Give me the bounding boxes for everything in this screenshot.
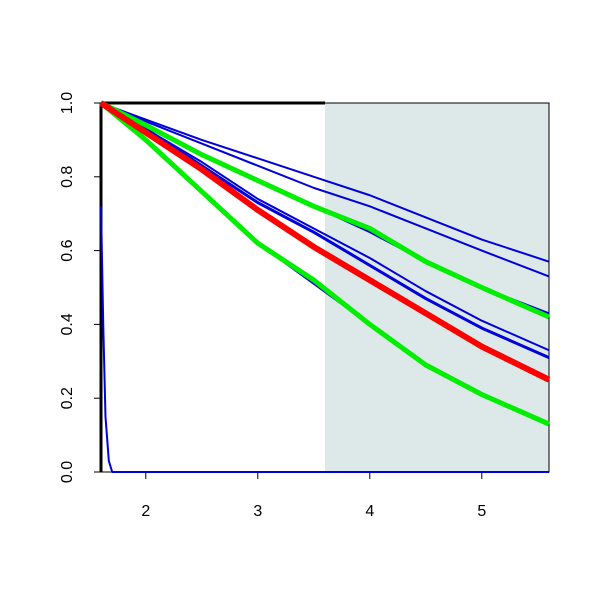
series-line [99,100,551,320]
series-line [99,100,551,383]
series-line [99,101,551,427]
y-tick-label: 0.2 [59,387,76,409]
x-tick-label: 5 [477,503,486,520]
series-line [100,102,550,263]
series-line [100,102,550,278]
shaded-region [325,103,549,472]
y-tick-label: 1.0 [59,92,76,114]
y-tick-label: 0.6 [59,239,76,261]
series-line [100,101,550,359]
y-tick-label: 0.4 [59,313,76,335]
y-tick-label: 0.8 [59,166,76,188]
x-tick-label: 2 [141,503,150,520]
x-tick-label: 3 [253,503,262,520]
series-line [100,206,549,473]
y-tick-label: 0.0 [59,461,76,483]
x-tick-label: 4 [365,503,374,520]
